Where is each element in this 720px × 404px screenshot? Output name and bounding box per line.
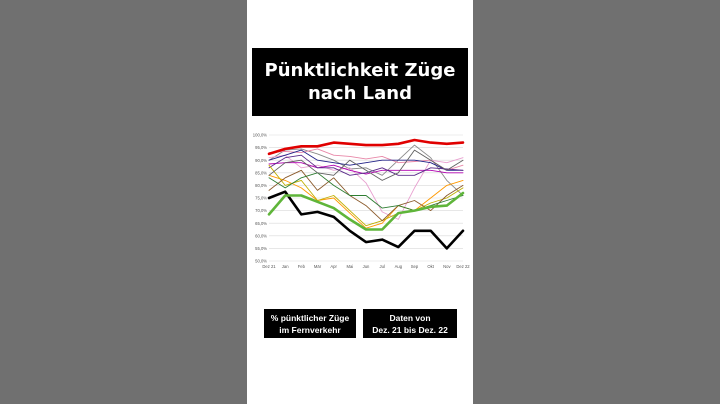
- left-letterbox: [0, 0, 247, 404]
- y-tick-label: 75,0%: [255, 196, 267, 201]
- series-line: [268, 169, 464, 222]
- y-tick-label: 55,0%: [255, 246, 267, 251]
- y-tick-label: 65,0%: [255, 221, 267, 226]
- info-metric-line-1: % pünktlicher Züge: [270, 312, 350, 323]
- x-tick-label: Mär: [314, 264, 322, 269]
- series-line: [268, 162, 464, 175]
- y-tick-label: 70,0%: [255, 208, 267, 213]
- x-tick-label: Jan: [282, 264, 289, 269]
- title-line-2: nach Land: [307, 83, 412, 104]
- series-line: [268, 149, 464, 171]
- x-tick-label: Apr: [330, 264, 337, 269]
- series-line: [267, 191, 465, 231]
- x-tick-label: Jun: [363, 264, 370, 269]
- series-line: [268, 164, 464, 227]
- info-box-metric: % pünktlicher Züge im Fernverkehr: [264, 309, 356, 338]
- line-chart-svg: 50,0% 55,0% 60,0% 65,0% 70,0% 75,0% 80,0% 85,0%…: [253, 133, 471, 269]
- series-line: [267, 190, 465, 250]
- series-line: [267, 138, 465, 156]
- y-tick-label: 90,0%: [255, 158, 267, 163]
- info-period-line-2: Dez. 21 bis Dez. 22: [372, 324, 448, 335]
- info-metric-line-2: im Fernverkehr: [279, 324, 341, 335]
- x-tick-label: Aug: [395, 264, 403, 269]
- line-chart: 50,0% 55,0% 60,0% 65,0% 70,0% 75,0% 80,0% 85,0%…: [247, 128, 473, 274]
- info-box-period: Daten von Dez. 21 bis Dez. 22: [363, 309, 457, 338]
- series-line: [268, 149, 464, 181]
- y-tick-label: 60,0%: [255, 233, 267, 238]
- x-tick-label: Nov: [443, 264, 451, 269]
- y-tick-label: 95,0%: [255, 145, 267, 150]
- y-tick-label: 85,0%: [255, 170, 267, 175]
- y-tick-label: 80,0%: [255, 183, 267, 188]
- y-tick-label: 100,0%: [253, 133, 267, 138]
- x-tick-label: Sep: [411, 264, 419, 269]
- content-panel: Pünktlichkeit Züge nach Land 50,0% 55,0% 6…: [247, 0, 473, 404]
- x-tick-label: Dez 22: [456, 264, 470, 269]
- y-tick-label: 50,0%: [255, 259, 267, 264]
- series-line: [268, 172, 464, 212]
- x-tick-label: Dez 21: [262, 264, 276, 269]
- series-line: [268, 148, 464, 171]
- series-line: [268, 144, 464, 196]
- title-line-1: Pünktlichkeit Züge: [264, 59, 456, 81]
- title-banner: Pünktlichkeit Züge nach Land: [252, 48, 468, 116]
- info-period-line-1: Daten von: [389, 312, 431, 323]
- x-tick-label: Okt: [427, 264, 434, 269]
- series-line: [268, 154, 464, 176]
- right-letterbox: [473, 0, 720, 404]
- x-tick-label: Feb: [298, 264, 306, 269]
- x-tick-label: Jul: [379, 264, 384, 269]
- x-tick-label: Mai: [346, 264, 353, 269]
